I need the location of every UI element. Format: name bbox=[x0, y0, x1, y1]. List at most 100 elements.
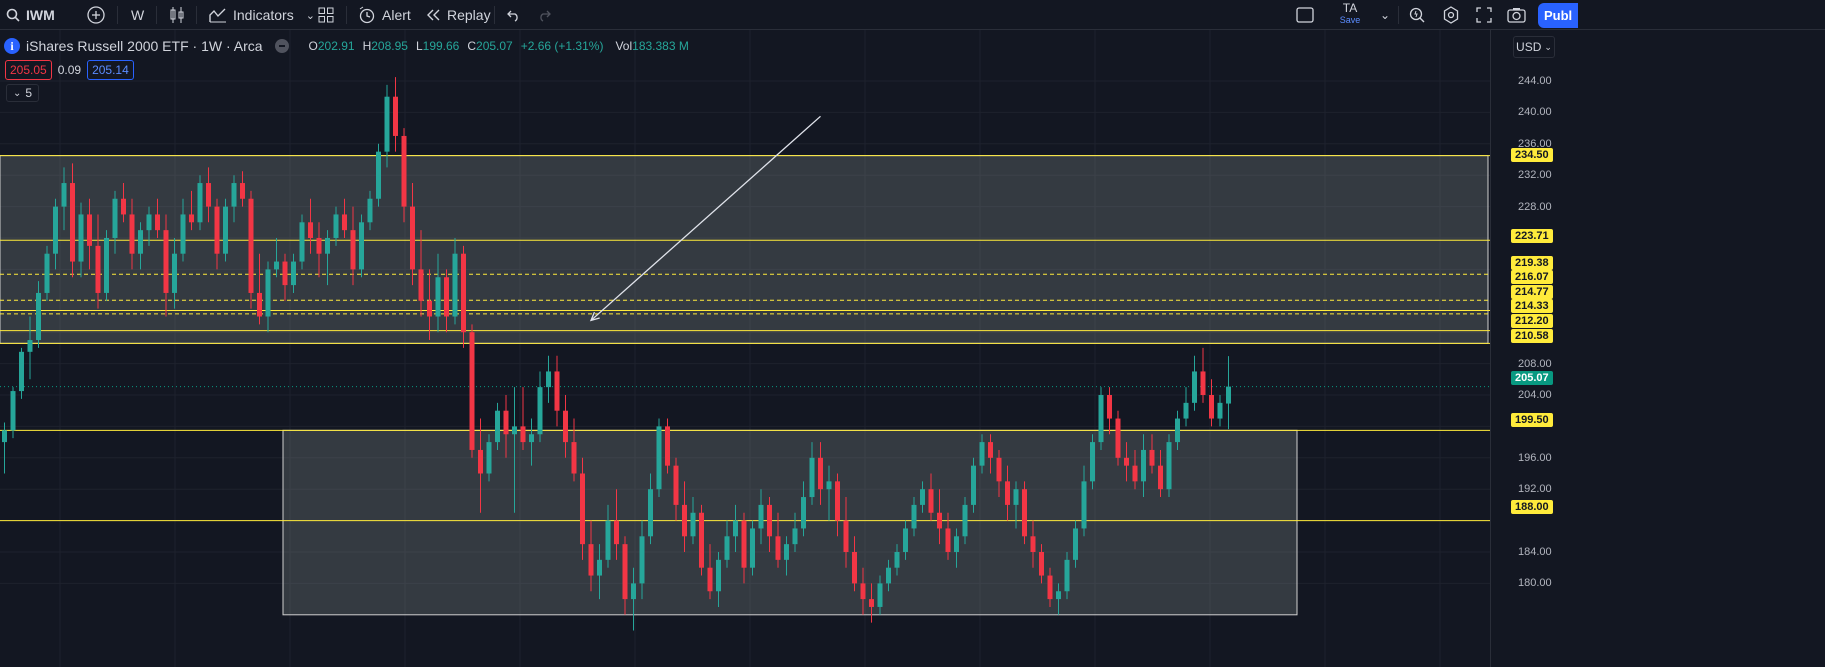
candle-body bbox=[1098, 395, 1104, 443]
indicators-button[interactable]: Indicators ⌄ bbox=[209, 4, 315, 26]
candle-body bbox=[316, 238, 322, 254]
chart-type-button[interactable] bbox=[169, 4, 185, 26]
price-level-label[interactable]: 219.38 bbox=[1511, 256, 1553, 270]
price-tick-label: 208.00 bbox=[1518, 357, 1552, 370]
candle-body bbox=[461, 253, 466, 333]
candle-body bbox=[563, 410, 568, 443]
candle-body bbox=[682, 504, 687, 537]
redo-button[interactable] bbox=[537, 4, 553, 26]
candle-body bbox=[775, 536, 781, 560]
indicators-toggle[interactable]: ⌄ 5 bbox=[6, 84, 40, 102]
info-icon[interactable]: i bbox=[4, 38, 20, 54]
settings-button[interactable] bbox=[1442, 4, 1460, 26]
candle-body bbox=[87, 214, 92, 246]
divider bbox=[196, 6, 197, 24]
candle-body bbox=[1183, 402, 1189, 419]
templates-button[interactable] bbox=[318, 4, 334, 26]
currency-selector[interactable]: USD ⌄ bbox=[1513, 36, 1555, 58]
candle-body bbox=[401, 135, 407, 207]
last-price-label[interactable]: 205.07 bbox=[1511, 371, 1553, 385]
chevron-down-icon: ⌄ bbox=[1544, 41, 1552, 52]
candle-body bbox=[70, 183, 75, 262]
candle-body bbox=[1056, 591, 1061, 600]
candle-body bbox=[614, 520, 619, 545]
price-level-label[interactable]: 188.00 bbox=[1511, 500, 1553, 514]
candle-body bbox=[112, 198, 118, 238]
candle-body bbox=[1064, 559, 1070, 592]
alert-button[interactable]: Alert bbox=[358, 4, 411, 26]
candle-body bbox=[707, 567, 713, 592]
candle-body bbox=[503, 410, 509, 435]
candle-body bbox=[146, 214, 152, 231]
interval-button[interactable]: W bbox=[131, 4, 144, 26]
candle-body bbox=[860, 583, 866, 600]
candle-body bbox=[231, 183, 237, 207]
ask-price[interactable]: 205.14 bbox=[87, 60, 134, 80]
symbol-search[interactable]: IWM bbox=[6, 4, 55, 26]
layout-save-button[interactable]: TA Save bbox=[1330, 2, 1370, 28]
layout-name: TA bbox=[1342, 1, 1358, 15]
candle-body bbox=[971, 465, 976, 505]
candle-body bbox=[180, 214, 186, 254]
publish-button[interactable]: Publ bbox=[1538, 3, 1578, 28]
price-level-label[interactable]: 214.77 bbox=[1511, 285, 1553, 299]
candle-body bbox=[478, 449, 483, 474]
candle-body bbox=[1175, 418, 1180, 443]
fullscreen-layout-button[interactable] bbox=[1296, 4, 1314, 26]
snapshot-button[interactable] bbox=[1507, 4, 1526, 26]
candle-body bbox=[954, 536, 959, 552]
candle-body bbox=[648, 489, 653, 537]
alert-label: Alert bbox=[382, 7, 411, 23]
undo-button[interactable] bbox=[505, 4, 521, 26]
candle-body bbox=[801, 497, 806, 529]
price-level-label[interactable]: 210.58 bbox=[1511, 329, 1553, 343]
price-level-label[interactable]: 223.71 bbox=[1511, 229, 1553, 243]
price-tick-label: 184.00 bbox=[1518, 546, 1552, 558]
candle-body bbox=[937, 512, 942, 529]
candles-icon bbox=[169, 6, 185, 24]
quick-search-button[interactable] bbox=[1408, 4, 1426, 26]
candle-body bbox=[444, 277, 449, 317]
candle-body bbox=[189, 214, 194, 223]
candle-body bbox=[155, 214, 160, 231]
redo-icon bbox=[537, 8, 553, 22]
replay-label: Replay bbox=[447, 7, 491, 23]
candle-body bbox=[869, 599, 874, 607]
alarm-clock-icon bbox=[358, 6, 376, 24]
candle-body bbox=[44, 253, 50, 293]
candle-body bbox=[384, 96, 390, 152]
candle-body bbox=[240, 183, 245, 199]
candle-body bbox=[597, 559, 602, 576]
candle-body bbox=[767, 504, 772, 537]
candle-body bbox=[418, 269, 424, 301]
candle-body bbox=[104, 238, 109, 293]
volume-label: Vol bbox=[615, 39, 633, 53]
candle-body bbox=[673, 465, 679, 505]
chart-legend: i iShares Russell 2000 ETF · 1W · Arca O… bbox=[4, 36, 689, 56]
price-tick-label: 196.00 bbox=[1518, 451, 1552, 464]
candle-body bbox=[750, 528, 755, 568]
bid-price[interactable]: 205.05 bbox=[5, 60, 52, 80]
hide-series-icon[interactable] bbox=[274, 39, 289, 53]
candle-body bbox=[852, 552, 857, 584]
replay-button[interactable]: Replay bbox=[425, 4, 491, 26]
candle-body bbox=[588, 544, 594, 576]
price-level-label[interactable]: 212.20 bbox=[1511, 314, 1553, 328]
fullscreen-button[interactable] bbox=[1476, 4, 1492, 26]
candle-body bbox=[61, 183, 67, 207]
chart-canvas[interactable] bbox=[0, 30, 1490, 667]
price-axis[interactable] bbox=[1490, 30, 1825, 667]
open-label: O bbox=[308, 39, 318, 53]
candle-body bbox=[486, 442, 492, 474]
top-toolbar: IWM W Indicators ⌄ Alert bbox=[0, 0, 1825, 30]
price-level-label[interactable]: 234.50 bbox=[1511, 148, 1553, 162]
high-label: H bbox=[362, 39, 372, 53]
compare-button[interactable] bbox=[87, 4, 105, 26]
candle-body bbox=[95, 245, 101, 293]
price-level-label[interactable]: 216.07 bbox=[1511, 270, 1553, 284]
price-level-label[interactable]: 214.33 bbox=[1511, 299, 1553, 313]
symbol-description[interactable]: iShares Russell 2000 ETF · 1W · Arca bbox=[26, 38, 263, 54]
layout-menu-button[interactable]: ⌄ bbox=[1380, 4, 1390, 26]
price-level-label[interactable]: 199.50 bbox=[1511, 413, 1553, 427]
candle-body bbox=[308, 222, 313, 238]
